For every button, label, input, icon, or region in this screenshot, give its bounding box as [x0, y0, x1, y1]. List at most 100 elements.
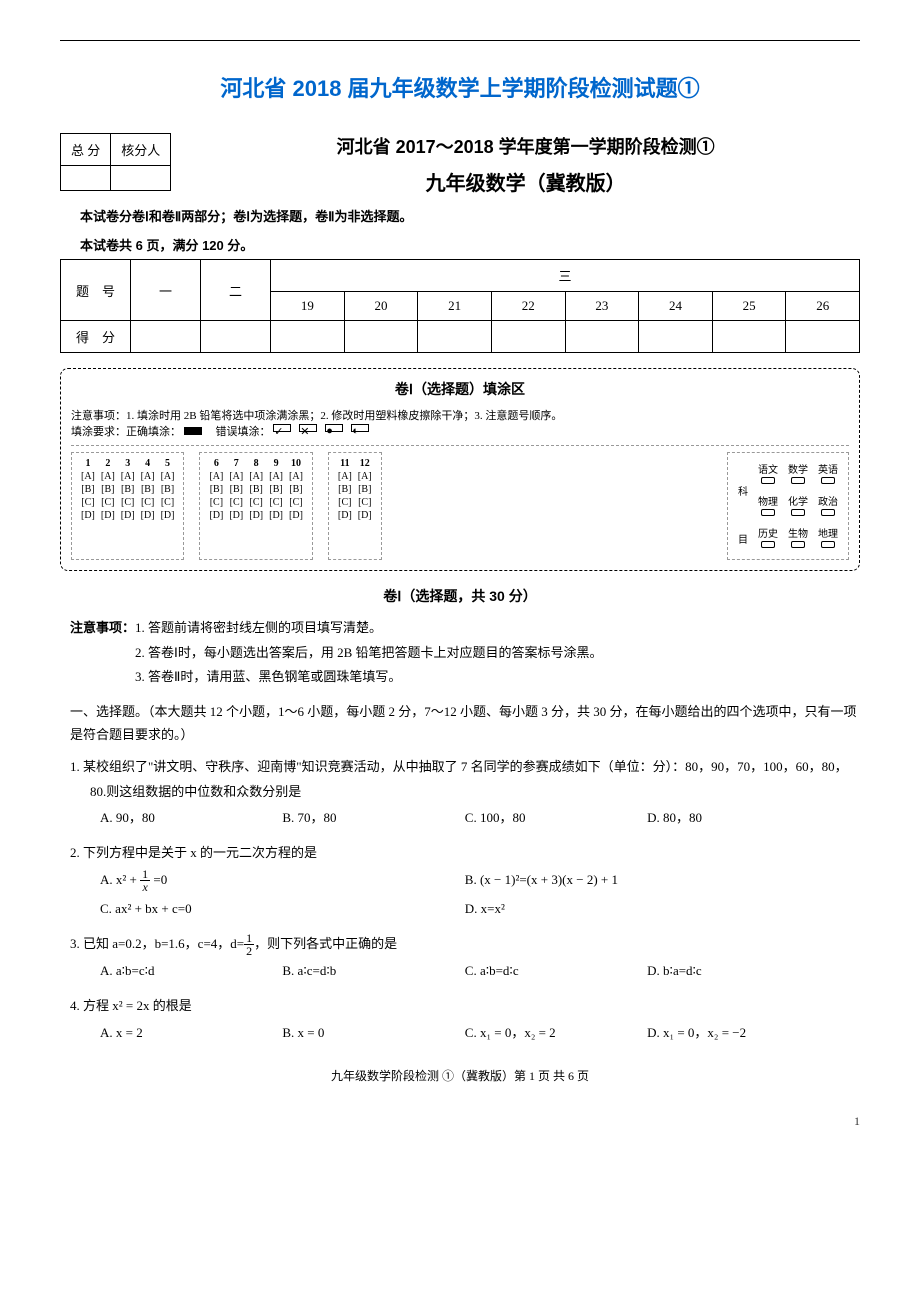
- bubble-d[interactable]: [D]: [98, 509, 118, 522]
- bubble-a[interactable]: [A]: [158, 470, 178, 483]
- bubble-b[interactable]: [B]: [246, 483, 266, 496]
- bubble-d[interactable]: [D]: [355, 509, 375, 522]
- bubble-c[interactable]: [C]: [246, 496, 266, 509]
- q1-opt-b[interactable]: B. 70，80: [282, 806, 464, 831]
- subj: 英语: [814, 459, 842, 489]
- q2-text: 2. 下列方程中是关于 x 的一元二次方程的是: [70, 841, 860, 866]
- bubble-a[interactable]: [A]: [226, 470, 246, 483]
- bubble-num: 3: [118, 457, 138, 470]
- bubble-c[interactable]: [C]: [266, 496, 286, 509]
- bubble-num: 10: [286, 457, 306, 470]
- q2-opt-b[interactable]: B. (x − 1)²=(x + 3)(x − 2) + 1: [465, 868, 830, 894]
- bubble-a[interactable]: [A]: [286, 470, 306, 483]
- bubble-a[interactable]: [A]: [246, 470, 266, 483]
- subject-bubble[interactable]: [791, 477, 805, 484]
- wrong-fill-examples: ✓ ✕ ● ◐: [273, 424, 369, 432]
- q4-opt-d[interactable]: D. x₁ = 0，x₂ = −2: [647, 1021, 829, 1046]
- wrong-fill-icon: ✕: [299, 424, 317, 432]
- score-cell: [786, 321, 860, 353]
- bubble-b[interactable]: [B]: [266, 483, 286, 496]
- notes-item-2: 2. 答卷Ⅰ时，每小题选出答案后，用 2B 铅笔把答题卡上对应题目的答案标号涂黑…: [135, 645, 603, 660]
- subcol-22: 22: [491, 292, 565, 321]
- bubble-c[interactable]: [C]: [98, 496, 118, 509]
- bubble-d[interactable]: [D]: [138, 509, 158, 522]
- bubble-d[interactable]: [D]: [78, 509, 98, 522]
- bubble-a[interactable]: [A]: [355, 470, 375, 483]
- bubble-c[interactable]: [C]: [355, 496, 375, 509]
- bubble-a[interactable]: [A]: [98, 470, 118, 483]
- q4-text: 4. 方程 x² = 2x 的根是: [70, 994, 860, 1019]
- subject-bubble[interactable]: [821, 477, 835, 484]
- score-box-table: 总 分 核分人: [60, 133, 171, 191]
- question-3: 3. 已知 a=0.2，b=1.6，c=4，d=12，则下列各式中正确的是 A.…: [70, 932, 860, 986]
- bubble-b[interactable]: [B]: [98, 483, 118, 496]
- subject-bubble[interactable]: [761, 509, 775, 516]
- bubble-b[interactable]: [B]: [286, 483, 306, 496]
- bubble-c[interactable]: [C]: [335, 496, 355, 509]
- q3-opt-d[interactable]: D. b∶a=d∶c: [647, 959, 829, 984]
- bubble-b[interactable]: [B]: [118, 483, 138, 496]
- bubble-d[interactable]: [D]: [266, 509, 286, 522]
- col-1: 一: [131, 260, 201, 321]
- subject-bubble[interactable]: [821, 541, 835, 548]
- bubble-b[interactable]: [B]: [206, 483, 226, 496]
- bubble-d[interactable]: [D]: [286, 509, 306, 522]
- subject-bubble[interactable]: [791, 509, 805, 516]
- q3-opt-b[interactable]: B. a∶c=d∶b: [282, 959, 464, 984]
- subject-bubble[interactable]: [761, 477, 775, 484]
- bubble-c[interactable]: [C]: [206, 496, 226, 509]
- bubble-d[interactable]: [D]: [158, 509, 178, 522]
- q2-opt-a[interactable]: A. x² + 1x =0: [100, 868, 465, 894]
- answer-sheet-area: 卷Ⅰ（选择题）填涂区 注意事项：1. 填涂时用 2B 铅笔将选中项涂满涂黑；2.…: [60, 368, 860, 571]
- bubble-a[interactable]: [A]: [118, 470, 138, 483]
- bubble-d[interactable]: [D]: [335, 509, 355, 522]
- bubble-d[interactable]: [D]: [226, 509, 246, 522]
- bubble-a[interactable]: [A]: [78, 470, 98, 483]
- q1-opt-c[interactable]: C. 100，80: [465, 806, 647, 831]
- q1-opt-a[interactable]: A. 90，80: [100, 806, 282, 831]
- bubble-b[interactable]: [B]: [138, 483, 158, 496]
- bubble-c[interactable]: [C]: [78, 496, 98, 509]
- bubble-b[interactable]: [B]: [355, 483, 375, 496]
- total-score-cell: [61, 166, 111, 191]
- bubble-b[interactable]: [B]: [226, 483, 246, 496]
- bubble-b[interactable]: [B]: [335, 483, 355, 496]
- q4-opt-b[interactable]: B. x = 0: [282, 1021, 464, 1046]
- top-divider: [60, 40, 860, 41]
- q2-options: A. x² + 1x =0 B. (x − 1)²=(x + 3)(x − 2)…: [100, 866, 860, 924]
- bubble-num: 7: [226, 457, 246, 470]
- bubble-a[interactable]: [A]: [206, 470, 226, 483]
- bubble-num: 12: [355, 457, 375, 470]
- subject-bubble[interactable]: [821, 509, 835, 516]
- bubble-num: 11: [335, 457, 355, 470]
- bubble-c[interactable]: [C]: [138, 496, 158, 509]
- bubble-b[interactable]: [B]: [78, 483, 98, 496]
- subject-bubble[interactable]: [761, 541, 775, 548]
- subject-bubble[interactable]: [791, 541, 805, 548]
- q3-opt-c[interactable]: C. a∶b=d∶c: [465, 959, 647, 984]
- bubble-d[interactable]: [D]: [118, 509, 138, 522]
- bubble-b[interactable]: [B]: [158, 483, 178, 496]
- q4-opt-a[interactable]: A. x = 2: [100, 1021, 282, 1046]
- bubble-a[interactable]: [A]: [266, 470, 286, 483]
- bubble-c[interactable]: [C]: [226, 496, 246, 509]
- notes-item-1: 1. 答题前请将密封线左侧的项目填写清楚。: [135, 620, 382, 635]
- bubble-num: 2: [98, 457, 118, 470]
- main-title: 河北省 2018 届九年级数学上学期阶段检测试题①: [60, 71, 860, 103]
- bubble-d[interactable]: [D]: [246, 509, 266, 522]
- section-heading: 一、选择题。（本大题共 12 个小题，1～6 小题，每小题 2 分，7～12 小…: [70, 700, 860, 747]
- q2-opt-d[interactable]: D. x=x²: [465, 897, 830, 922]
- q4-opt-c[interactable]: C. x₁ = 0，x₂ = 2: [465, 1021, 647, 1046]
- bubble-c[interactable]: [C]: [118, 496, 138, 509]
- q2-opt-c[interactable]: C. ax² + bx + c=0: [100, 897, 465, 922]
- subcol-25: 25: [712, 292, 786, 321]
- bubble-c[interactable]: [C]: [158, 496, 178, 509]
- q1-opt-d[interactable]: D. 80，80: [647, 806, 829, 831]
- bubble-c[interactable]: [C]: [286, 496, 306, 509]
- wrong-fill-icon: ●: [325, 424, 343, 432]
- q3-opt-a[interactable]: A. a∶b=c∶d: [100, 959, 282, 984]
- bubble-a[interactable]: [A]: [335, 470, 355, 483]
- q2-opt-a-suffix: =0: [150, 872, 167, 887]
- bubble-a[interactable]: [A]: [138, 470, 158, 483]
- bubble-d[interactable]: [D]: [206, 509, 226, 522]
